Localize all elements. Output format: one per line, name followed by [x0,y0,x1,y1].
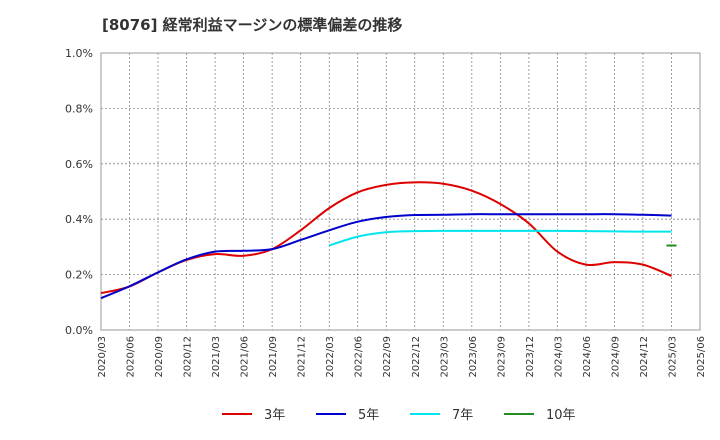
x-tick-label: 2020/06 [126,336,137,378]
x-tick-label: 2021/03 [211,336,222,378]
plot-area [100,52,701,331]
legend-label: 3年 [264,408,285,423]
x-tick-label: 2021/09 [268,336,279,378]
x-tick-label: 2022/12 [411,336,422,378]
x-tick-label: 2021/12 [297,336,308,378]
x-tick-label: 2020/09 [154,336,165,378]
x-tick-label: 2024/09 [610,336,621,378]
x-tick-label: 2025/06 [696,336,707,378]
x-tick-label: 2025/03 [667,336,678,378]
x-tick-label: 2023/03 [439,336,450,378]
x-tick-label: 2023/06 [468,336,479,378]
legend-label: 10年 [546,408,576,423]
x-tick-label: 2023/12 [525,336,536,378]
y-tick-label: 0.0% [65,324,93,337]
y-tick-label: 1.0% [65,47,93,60]
grid [100,52,701,331]
x-tick-label: 2024/03 [553,336,564,378]
x-tick-label: 2021/06 [240,336,251,378]
chart-title: [8076] 経常利益マージンの標準偏差の推移 [102,16,403,34]
x-tick-label: 2022/06 [354,336,365,378]
series-line [100,213,672,300]
x-tick-label: 2020/03 [97,336,108,378]
y-tick-label: 0.8% [65,102,93,115]
y-axis-ticks: 0.0% 0.2% 0.4% 0.6% 0.8% 1.0% [65,47,93,337]
x-axis-ticks: 2020/03 2020/06 2020/09 2020/12 2021/03 2021/… [97,336,707,378]
series-line [328,229,672,247]
y-tick-label: 0.6% [65,158,93,171]
legend-label: 5年 [358,408,379,423]
legend-label: 7年 [452,408,473,423]
x-tick-label: 2023/09 [496,336,507,378]
y-tick-label: 0.2% [65,269,93,282]
x-tick-label: 2024/06 [582,336,593,378]
y-tick-label: 0.4% [65,213,93,226]
x-tick-label: 2022/09 [382,336,393,378]
x-tick-label: 2022/03 [325,336,336,378]
x-tick-label: 2020/12 [183,336,194,378]
x-tick-label: 2024/12 [639,336,650,378]
legend: 3年 5年 7年 10年 [222,408,576,423]
series-lines [100,181,677,300]
